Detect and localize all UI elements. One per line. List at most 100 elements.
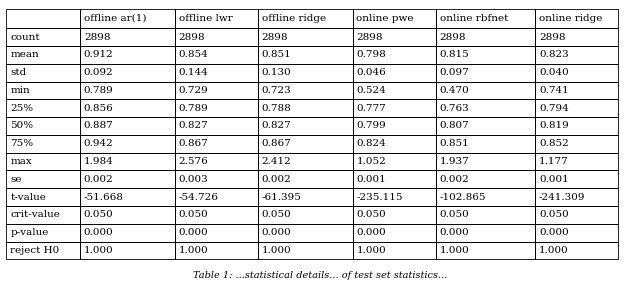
Bar [175, 188, 258, 206]
Text: 0.789: 0.789 [84, 86, 113, 95]
Bar [436, 153, 535, 170]
Text: 1.052: 1.052 [356, 157, 386, 166]
Bar [6, 117, 80, 135]
Text: online pwe: online pwe [356, 14, 414, 23]
Bar [353, 170, 436, 188]
Text: 0.851: 0.851 [262, 50, 291, 59]
Bar [6, 99, 80, 117]
Text: -241.309: -241.309 [539, 193, 586, 202]
Bar [436, 64, 535, 82]
Text: 0.723: 0.723 [262, 86, 291, 95]
Bar [175, 153, 258, 170]
Bar [80, 206, 175, 224]
Text: 0.050: 0.050 [440, 210, 469, 220]
Bar [258, 153, 353, 170]
Bar [80, 117, 175, 135]
Bar [6, 170, 80, 188]
Bar [258, 117, 353, 135]
Bar [535, 170, 618, 188]
Bar [436, 28, 535, 46]
Bar [436, 82, 535, 99]
Text: 0.912: 0.912 [84, 50, 113, 59]
Text: 0.002: 0.002 [440, 175, 469, 184]
Bar [6, 82, 80, 99]
Bar [80, 28, 175, 46]
Bar [436, 135, 535, 153]
Text: 0.854: 0.854 [179, 50, 208, 59]
Bar [535, 9, 618, 28]
Text: 0.046: 0.046 [356, 68, 386, 77]
Bar [175, 28, 258, 46]
Text: 0.763: 0.763 [440, 104, 469, 113]
Text: 25%: 25% [10, 104, 33, 113]
Text: 0.050: 0.050 [84, 210, 113, 220]
Text: 2898: 2898 [84, 32, 110, 42]
Bar [80, 224, 175, 242]
Bar [6, 135, 80, 153]
Bar [353, 99, 436, 117]
Bar [258, 28, 353, 46]
Bar [6, 46, 80, 64]
Bar [258, 9, 353, 28]
Text: se: se [10, 175, 22, 184]
Text: 0.144: 0.144 [179, 68, 208, 77]
Bar [436, 117, 535, 135]
Bar [80, 135, 175, 153]
Text: 2898: 2898 [356, 32, 383, 42]
Text: 0.887: 0.887 [84, 121, 113, 131]
Text: 0.799: 0.799 [356, 121, 386, 131]
Text: 0.002: 0.002 [262, 175, 291, 184]
Bar [175, 135, 258, 153]
Text: 0.867: 0.867 [262, 139, 291, 148]
Bar [535, 153, 618, 170]
Bar [535, 82, 618, 99]
Text: -102.865: -102.865 [440, 193, 486, 202]
Bar [258, 99, 353, 117]
Text: -54.726: -54.726 [179, 193, 218, 202]
Bar [353, 46, 436, 64]
Bar [436, 188, 535, 206]
Bar [80, 46, 175, 64]
Text: p-value: p-value [10, 228, 49, 237]
Text: 0.798: 0.798 [356, 50, 386, 59]
Bar [353, 64, 436, 82]
Text: 0.815: 0.815 [440, 50, 469, 59]
Text: 0.050: 0.050 [262, 210, 291, 220]
Text: 0.852: 0.852 [539, 139, 568, 148]
Text: 0.050: 0.050 [179, 210, 208, 220]
Bar [6, 9, 80, 28]
Bar [353, 188, 436, 206]
Bar [535, 188, 618, 206]
Bar [353, 206, 436, 224]
Bar [258, 188, 353, 206]
Bar [175, 9, 258, 28]
Text: 0.001: 0.001 [356, 175, 386, 184]
Bar [436, 99, 535, 117]
Text: 0.000: 0.000 [179, 228, 208, 237]
Text: online ridge: online ridge [539, 14, 602, 23]
Text: 0.823: 0.823 [539, 50, 568, 59]
Bar [6, 64, 80, 82]
Text: 0.050: 0.050 [356, 210, 386, 220]
Bar [353, 242, 436, 259]
Bar [175, 242, 258, 259]
Text: 0.130: 0.130 [262, 68, 291, 77]
Bar [353, 135, 436, 153]
Bar [80, 153, 175, 170]
Text: 50%: 50% [10, 121, 33, 131]
Text: 0.942: 0.942 [84, 139, 113, 148]
Text: 1.984: 1.984 [84, 157, 113, 166]
Bar [80, 64, 175, 82]
Text: 0.867: 0.867 [179, 139, 208, 148]
Text: 0.040: 0.040 [539, 68, 568, 77]
Bar [535, 242, 618, 259]
Bar [175, 82, 258, 99]
Text: std: std [10, 68, 26, 77]
Text: 1.000: 1.000 [539, 246, 568, 255]
Text: 2898: 2898 [262, 32, 288, 42]
Text: 75%: 75% [10, 139, 33, 148]
Text: 0.001: 0.001 [539, 175, 568, 184]
Text: 2.412: 2.412 [262, 157, 291, 166]
Text: 0.788: 0.788 [262, 104, 291, 113]
Text: 0.000: 0.000 [440, 228, 469, 237]
